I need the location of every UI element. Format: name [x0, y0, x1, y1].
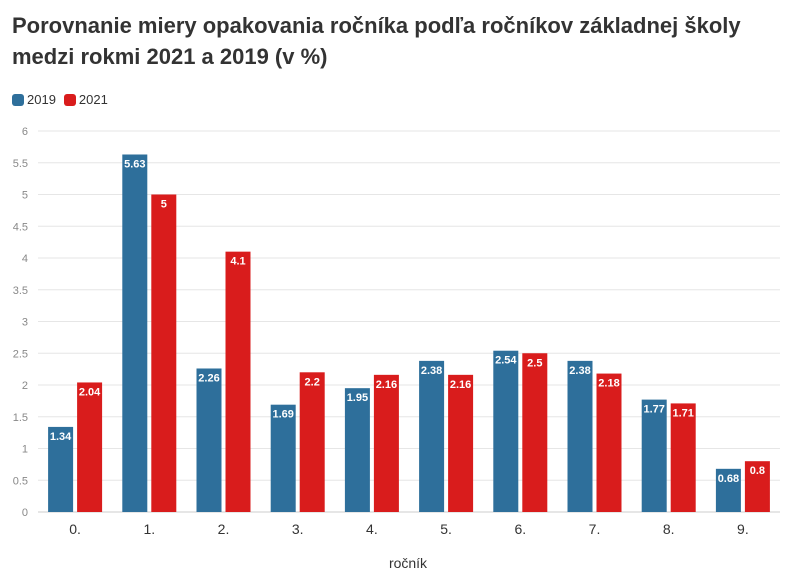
- data-label-2019-5: 2.38: [421, 365, 442, 377]
- bar-2019-4[interactable]: [344, 388, 370, 512]
- bar-2021-5[interactable]: [448, 374, 474, 512]
- legend-label-2021: 2021: [78, 92, 108, 107]
- data-label-2021-6: 2.5: [527, 357, 542, 369]
- legend-swatch-2021: [63, 93, 76, 106]
- data-label-2021-2: 4.1: [230, 256, 245, 268]
- bar-2019-6[interactable]: [493, 350, 519, 512]
- y-tick-label: 2.5: [13, 348, 28, 360]
- y-tick-label: 0.5: [13, 475, 28, 487]
- legend-item-2019[interactable]: 2019: [12, 92, 56, 107]
- y-tick-label: 1: [22, 444, 28, 456]
- data-label-2019-7: 2.38: [569, 365, 590, 377]
- data-label-2019-2: 2.26: [198, 372, 219, 384]
- legend-item-2021[interactable]: 2021: [63, 92, 108, 107]
- bar-2021-1[interactable]: [151, 194, 177, 513]
- legend-label-2019: 2019: [27, 92, 56, 107]
- data-label-2021-3: 2.2: [305, 376, 320, 388]
- data-label-2021-9: 0.8: [750, 465, 765, 477]
- bar-2019-0[interactable]: [48, 426, 74, 512]
- chart-title: Porovnanie miery opakovania ročníka podľ…: [12, 13, 741, 69]
- y-tick-label: 5: [22, 190, 28, 202]
- data-label-2021-5: 2.16: [450, 379, 471, 391]
- y-axis-ticks: 0 0.5 1 1.5 2 2.5 3 3.5 4 4.5 5 5.5 6: [13, 126, 28, 519]
- x-tick-label: 9.: [737, 521, 749, 537]
- y-tick-label: 4.5: [13, 221, 28, 233]
- data-label-2019-1: 5.63: [124, 158, 145, 170]
- data-label-2019-0: 1.34: [50, 431, 72, 443]
- x-tick-label: 6.: [514, 521, 526, 537]
- bar-2021-7[interactable]: [596, 373, 622, 512]
- bar-2019-8[interactable]: [641, 399, 667, 512]
- y-tick-label: 0: [22, 507, 28, 519]
- legend-swatch-2019: [12, 93, 24, 106]
- data-label-2019-3: 1.69: [272, 409, 293, 421]
- bar-2019-9[interactable]: [715, 468, 741, 512]
- bar-2019-5[interactable]: [419, 360, 445, 512]
- bars: 1.34 2.04 5.63 5 2.26 4.1 1.69 2.2 1.95 2.16 2.38 2…: [48, 154, 770, 512]
- x-tick-label: 0.: [69, 521, 81, 537]
- bar-2019-1[interactable]: [122, 154, 148, 512]
- y-tick-label: 1.5: [13, 412, 28, 424]
- x-tick-label: 3.: [292, 521, 304, 537]
- data-label-2021-4: 2.16: [376, 379, 397, 391]
- data-label-2021-7: 2.18: [598, 378, 619, 390]
- bar-2021-0[interactable]: [77, 382, 103, 512]
- data-label-2019-6: 2.54: [495, 355, 517, 367]
- y-tick-label: 6: [22, 126, 28, 138]
- bar-2019-3[interactable]: [270, 404, 296, 512]
- data-label-2021-8: 1.71: [672, 407, 693, 419]
- bar-2021-2[interactable]: [225, 251, 251, 512]
- y-tick-label: 2: [22, 380, 28, 392]
- y-tick-label: 3.5: [13, 285, 28, 297]
- bar-2021-6[interactable]: [522, 353, 548, 512]
- bar-2021-4[interactable]: [373, 374, 399, 512]
- data-label-2019-4: 1.95: [347, 392, 368, 404]
- x-axis-ticks: 0. 1. 2. 3. 4. 5. 6. 7. 8. 9.: [69, 521, 748, 537]
- x-tick-label: 1.: [143, 521, 155, 537]
- legend: 2019 2021: [12, 92, 116, 107]
- y-tick-label: 4: [22, 253, 28, 265]
- data-label-2019-8: 1.77: [643, 404, 664, 416]
- data-label-2019-9: 0.68: [718, 473, 739, 485]
- x-tick-label: 8.: [663, 521, 675, 537]
- bar-2021-3[interactable]: [299, 372, 325, 512]
- bar-2021-8[interactable]: [670, 403, 696, 512]
- x-tick-label: 4.: [366, 521, 378, 537]
- x-tick-label: 7.: [589, 521, 601, 537]
- y-tick-label: 3: [22, 317, 28, 329]
- gridlines: [38, 130, 780, 513]
- bar-2019-2[interactable]: [196, 368, 222, 512]
- bar-2019-7[interactable]: [567, 360, 593, 512]
- data-label-2021-0: 2.04: [79, 386, 101, 398]
- x-axis-label: ročník: [389, 555, 428, 571]
- y-tick-label: 5.5: [13, 158, 28, 170]
- x-tick-label: 2.: [218, 521, 230, 537]
- x-tick-label: 5.: [440, 521, 452, 537]
- bar-2021-9[interactable]: [744, 461, 770, 512]
- data-label-2021-1: 5: [161, 199, 167, 211]
